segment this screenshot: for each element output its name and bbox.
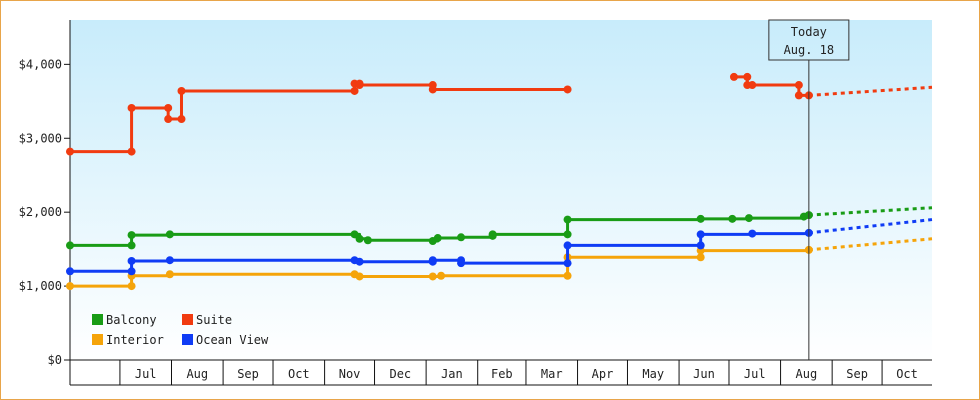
interior-point xyxy=(437,271,446,280)
balcony-point xyxy=(563,215,572,224)
ocean-view-point xyxy=(748,229,757,238)
balcony-point xyxy=(355,234,364,243)
x-tick-label: Aug xyxy=(796,367,818,381)
ocean-view-point xyxy=(127,256,136,265)
x-tick-label: Sep xyxy=(237,367,259,381)
ocean-view-point xyxy=(355,257,364,266)
suite-point xyxy=(164,115,173,124)
suite-point xyxy=(794,91,803,100)
suite-point xyxy=(177,115,186,124)
suite-point xyxy=(127,103,136,112)
suite-point xyxy=(428,85,437,94)
x-tick-label: Feb xyxy=(491,367,513,381)
ocean-view-point xyxy=(696,241,705,250)
balcony-point xyxy=(744,214,753,223)
balcony-point xyxy=(433,234,442,243)
suite-point xyxy=(177,86,186,95)
ocean-view-point xyxy=(563,259,572,268)
today-marker: Today Aug. 18 xyxy=(768,19,850,360)
balcony-point xyxy=(363,236,372,245)
y-tick-label: $1,000 xyxy=(19,279,62,293)
x-tick-label: Dec xyxy=(389,367,411,381)
legend-label: Balcony xyxy=(106,313,157,327)
ocean-view-point xyxy=(563,241,572,250)
legend-label: Interior xyxy=(106,333,164,347)
legend: Balcony Suite Interior Ocean View xyxy=(92,313,269,347)
balcony-point xyxy=(488,230,497,239)
ocean-view-point xyxy=(165,256,174,265)
ocean-view-point xyxy=(428,256,437,265)
suite-point xyxy=(563,85,572,94)
y-tick-label: $3,000 xyxy=(19,131,62,145)
interior-point xyxy=(66,282,74,291)
legend-swatch xyxy=(182,334,193,345)
y-tick-label: $4,000 xyxy=(19,57,62,71)
balcony-point xyxy=(457,233,466,242)
suite-point xyxy=(350,86,359,95)
today-label: Today xyxy=(791,25,827,39)
x-tick-label: Jun xyxy=(693,367,715,381)
today-box xyxy=(768,19,850,61)
legend-label: Ocean View xyxy=(196,333,269,347)
series-layer xyxy=(66,72,933,291)
interior-point xyxy=(696,253,705,262)
legend-swatch xyxy=(92,334,103,345)
balcony-point xyxy=(127,231,136,240)
balcony-point xyxy=(66,241,74,250)
today-date: Aug. 18 xyxy=(784,43,835,57)
balcony-point xyxy=(728,214,737,223)
suite-point xyxy=(729,72,738,81)
suite-point xyxy=(743,72,752,81)
y-tick-label: $0 xyxy=(48,353,62,367)
suite-point xyxy=(164,103,173,112)
x-tick-label: Oct xyxy=(288,367,310,381)
balcony-point xyxy=(696,214,705,223)
axes: $0 $1,000 $2,000 $3,000 $4,000 Jul Aug Sep Oct No… xyxy=(19,20,932,386)
x-tick-label: Jan xyxy=(441,367,463,381)
y-tick-label: $2,000 xyxy=(19,205,62,219)
x-tick-label: Aug xyxy=(186,367,208,381)
suite-point xyxy=(66,147,74,156)
balcony-point xyxy=(165,230,174,239)
suite-point xyxy=(355,81,364,90)
interior-point xyxy=(355,272,364,281)
ocean-view-point xyxy=(696,230,705,239)
ocean-view-point xyxy=(457,259,466,268)
x-tick-label: Apr xyxy=(592,367,614,381)
interior-point xyxy=(428,272,437,281)
suite-point xyxy=(127,147,136,156)
x-tick-label: Jul xyxy=(135,367,157,381)
balcony-point xyxy=(127,241,136,250)
x-tick-label: Sep xyxy=(846,367,868,381)
x-tick-label: Mar xyxy=(541,367,563,381)
suite-line xyxy=(70,82,568,154)
interior-point xyxy=(165,270,174,279)
ocean-view-point xyxy=(66,267,74,276)
legend-swatch xyxy=(92,314,103,325)
plot-background xyxy=(70,20,932,360)
ocean-view-point xyxy=(127,267,136,276)
legend-label: Suite xyxy=(196,313,232,327)
interior-point xyxy=(563,271,572,280)
x-tick-label: Nov xyxy=(339,367,361,381)
x-tick-label: Oct xyxy=(896,367,918,381)
balcony-point xyxy=(563,230,572,239)
suite-point xyxy=(794,81,803,90)
suite-point xyxy=(748,81,757,90)
interior-point xyxy=(127,282,136,291)
legend-swatch xyxy=(182,314,193,325)
x-tick-label: May xyxy=(642,367,664,381)
x-tick-label: Jul xyxy=(744,367,766,381)
